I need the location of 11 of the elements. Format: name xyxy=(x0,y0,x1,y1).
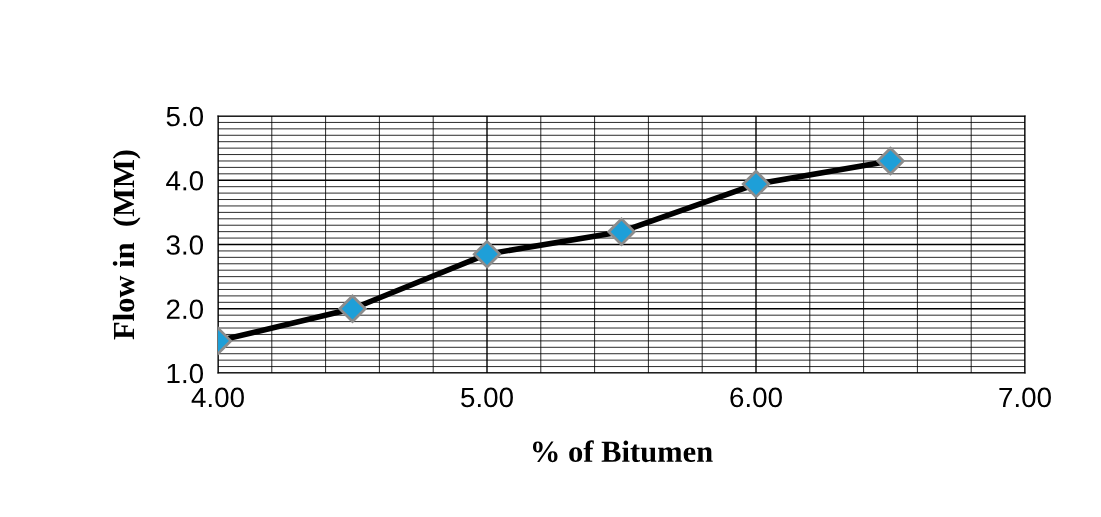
y-tick-label: 2.0 xyxy=(166,299,204,320)
y-axis-title: Flow in (MM) xyxy=(112,150,141,340)
x-tick-label: 5.00 xyxy=(461,387,513,408)
x-axis-title: % of Bitumen xyxy=(532,440,713,463)
y-tick-label: 4.0 xyxy=(166,170,204,191)
x-tick-label: 7.00 xyxy=(999,387,1051,408)
y-tick-label: 3.0 xyxy=(166,235,204,255)
x-tick-label: 4.00 xyxy=(191,387,244,408)
y-tick-label: 5.0 xyxy=(166,106,204,127)
x-tick-label: 6.00 xyxy=(730,387,782,408)
y-tick-label: 1.0 xyxy=(167,363,204,384)
